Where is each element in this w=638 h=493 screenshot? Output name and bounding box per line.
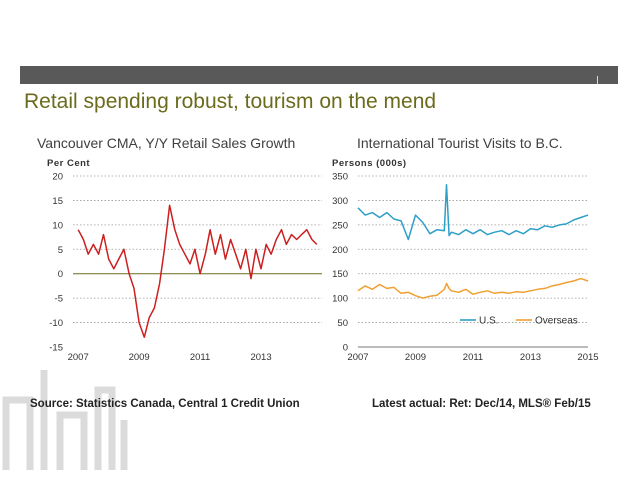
x-tick-label: 2013 — [250, 352, 271, 363]
y-tick-label: -5 — [55, 294, 63, 305]
x-tick-label: 2011 — [463, 352, 483, 363]
retail-sales-chart: Per Cent -15 -10 -5 0 5 10 15 20 2007 2009 2011 2013 — [47, 158, 322, 363]
retail-chart-title: Vancouver CMA, Y/Y Retail Sales Growth — [37, 135, 296, 151]
legend-label: U.S. — [479, 316, 498, 327]
header-bar — [20, 66, 618, 84]
x-tick-label: 2011 — [190, 352, 210, 363]
x-tick-label: 2013 — [520, 352, 541, 363]
y-tick-label: 0 — [58, 269, 63, 280]
y-tick-label: 200 — [332, 245, 348, 256]
x-tick-label: 2015 — [577, 352, 598, 363]
y-tick-label: 100 — [332, 294, 348, 305]
y-tick-label: 15 — [52, 196, 63, 207]
y-tick-label: 0 — [343, 343, 348, 354]
x-tick-label: 2007 — [68, 352, 89, 363]
source-note: Source: Statistics Canada, Central 1 Cre… — [30, 398, 300, 410]
y-tick-label: -15 — [49, 343, 63, 354]
x-tick-label: 2007 — [347, 352, 368, 363]
us-visits-line — [357, 184, 589, 241]
retail-growth-line — [77, 204, 318, 338]
y-tick-label: 350 — [332, 172, 348, 183]
y-tick-label: -10 — [49, 318, 63, 329]
y-tick-label: 50 — [337, 318, 348, 329]
y-tick-label: 250 — [332, 220, 348, 231]
tourism-chart-title: International Tourist Visits to B.C. — [357, 135, 563, 151]
y-tick-label: 150 — [332, 269, 348, 280]
y-tick-label: 10 — [52, 220, 63, 231]
slide-title: Retail spending robust, tourism on the m… — [24, 90, 437, 113]
y-axis-unit-label: Persons (000s) — [332, 158, 407, 169]
decorative-skyline — [2, 370, 128, 470]
y-tick-label: 5 — [58, 245, 63, 256]
latest-actual-note: Latest actual: Ret: Dec/14, MLS® Feb/15 — [372, 398, 591, 410]
y-tick-label: 20 — [52, 172, 63, 183]
y-tick-label: 300 — [332, 196, 348, 207]
tourist-visits-chart: Persons (000s) 0 50 100 150 200 250 300 350 2007 2… — [332, 158, 599, 363]
header-bar-tick — [597, 76, 598, 84]
overseas-visits-line — [357, 277, 589, 299]
y-axis-unit-label: Per Cent — [47, 158, 90, 169]
x-tick-label: 2009 — [129, 352, 150, 363]
legend-label: Overseas — [535, 316, 578, 327]
x-tick-label: 2009 — [405, 352, 426, 363]
